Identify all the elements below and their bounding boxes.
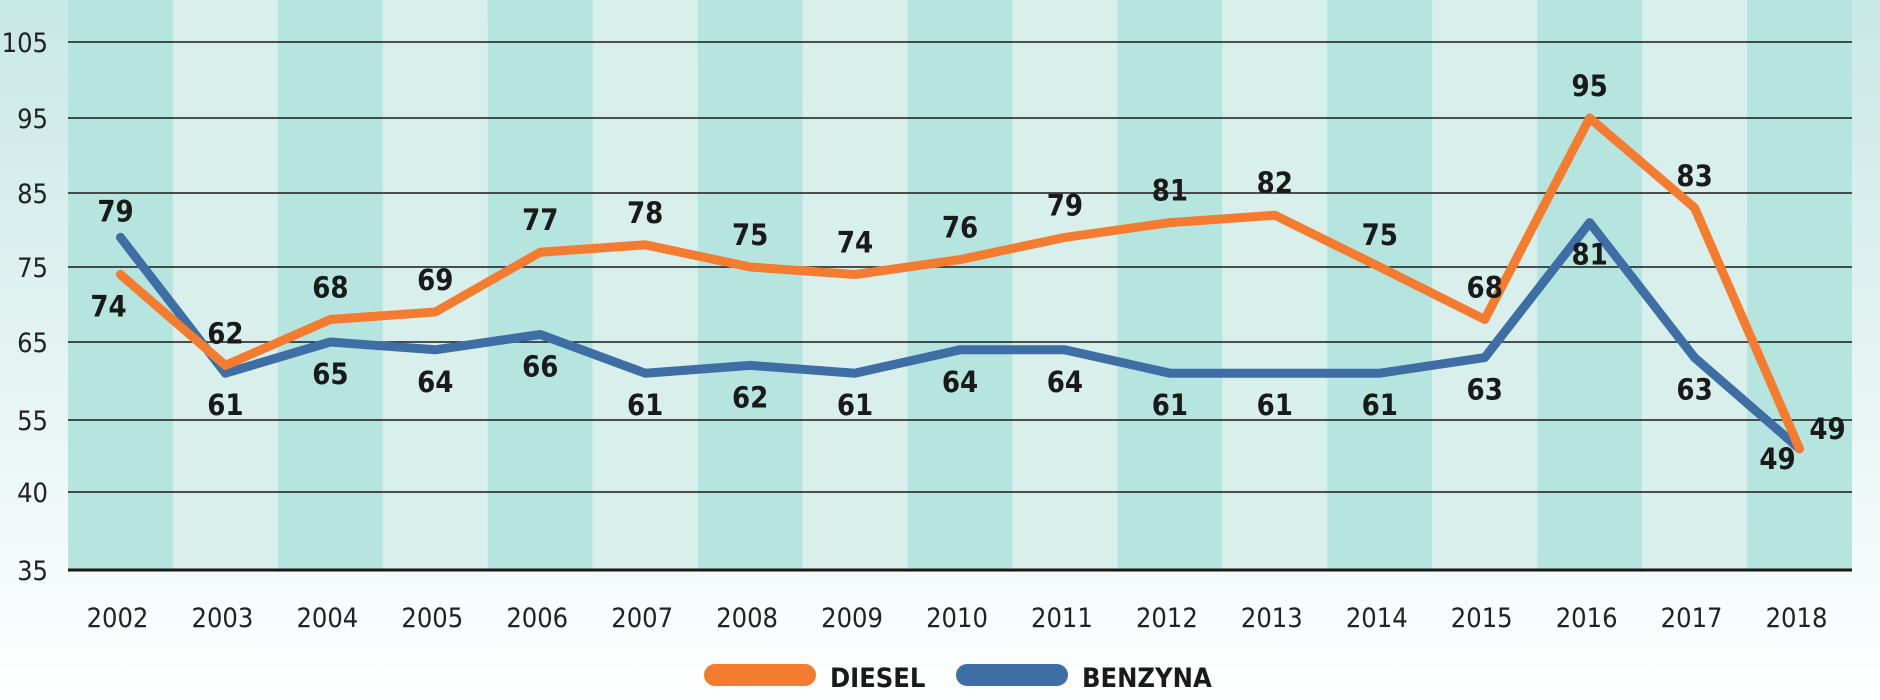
legend-label-diesel: DIESEL bbox=[830, 663, 925, 694]
x-tick-label: 2009 bbox=[821, 603, 883, 634]
data-label-diesel: 62 bbox=[207, 316, 243, 350]
data-label-benzyna: 61 bbox=[1257, 388, 1293, 422]
x-axis-ticks: 2002 2003 2004 2005 2006 2007 2008 2009 2010 2011… bbox=[87, 603, 1828, 634]
y-tick-label: 105 bbox=[2, 28, 48, 59]
x-tick-label: 2007 bbox=[611, 603, 673, 634]
data-label-diesel: 75 bbox=[732, 218, 768, 252]
y-tick-label: 95 bbox=[17, 104, 48, 135]
data-label-benzyna: 61 bbox=[837, 388, 873, 422]
x-tick-label: 2016 bbox=[1556, 603, 1618, 634]
column-band bbox=[1432, 0, 1538, 570]
data-label-benzyna: 62 bbox=[732, 380, 768, 414]
data-label-diesel: 49 bbox=[1759, 442, 1795, 476]
x-tick-label: 2005 bbox=[401, 603, 463, 634]
column-band bbox=[1222, 0, 1328, 570]
data-label-benzyna: 49 bbox=[1809, 412, 1845, 446]
series-line-benzyna bbox=[115, 218, 1805, 454]
y-tick-label: 55 bbox=[17, 406, 48, 437]
data-label-diesel: 83 bbox=[1676, 159, 1712, 193]
x-tick-label: 2013 bbox=[1241, 603, 1303, 634]
data-label-diesel: 68 bbox=[1467, 271, 1503, 305]
data-label-benzyna: 81 bbox=[1571, 238, 1607, 272]
data-labels: 74 79 62 61 68 65 69 64 77 66 78 61 75 62 74 61 76 64 79 64… bbox=[90, 69, 1845, 476]
column-band bbox=[1747, 0, 1852, 570]
data-label-diesel: 75 bbox=[1362, 218, 1398, 252]
data-label-diesel: 69 bbox=[417, 263, 453, 297]
column-band bbox=[907, 0, 1013, 570]
legend-swatch-benzyna bbox=[956, 664, 1068, 686]
x-tick-label: 2012 bbox=[1136, 603, 1198, 634]
x-tick-label: 2015 bbox=[1451, 603, 1513, 634]
column-bands bbox=[68, 0, 1852, 570]
data-label-benzyna: 79 bbox=[97, 194, 133, 228]
data-label-diesel: 68 bbox=[312, 271, 348, 305]
y-tick-label: 35 bbox=[17, 556, 48, 587]
gridlines bbox=[68, 41, 1852, 572]
y-axis-ticks: 105 95 85 75 65 55 40 35 bbox=[2, 28, 48, 587]
x-tick-label: 2017 bbox=[1661, 603, 1723, 634]
column-band bbox=[592, 0, 698, 570]
legend-label-benzyna: BENZYNA bbox=[1082, 663, 1212, 694]
data-label-benzyna: 64 bbox=[1047, 365, 1083, 399]
column-band bbox=[1117, 0, 1223, 570]
column-band bbox=[172, 0, 278, 570]
x-tick-label: 2014 bbox=[1346, 603, 1408, 634]
column-band bbox=[382, 0, 488, 570]
data-label-diesel: 74 bbox=[837, 226, 873, 260]
x-tick-label: 2018 bbox=[1766, 603, 1828, 634]
legend-swatch-diesel bbox=[704, 664, 816, 686]
y-tick-label: 65 bbox=[17, 328, 48, 359]
data-label-diesel: 81 bbox=[1152, 174, 1188, 208]
column-band bbox=[487, 0, 593, 570]
data-label-benzyna: 61 bbox=[627, 388, 663, 422]
x-tick-label: 2003 bbox=[192, 603, 254, 634]
column-band bbox=[802, 0, 908, 570]
data-label-benzyna: 61 bbox=[1362, 388, 1398, 422]
data-label-benzyna: 66 bbox=[522, 350, 558, 384]
x-tick-label: 2002 bbox=[87, 603, 149, 634]
data-label-diesel: 95 bbox=[1571, 69, 1607, 103]
data-label-benzyna: 63 bbox=[1676, 373, 1712, 407]
column-band bbox=[1012, 0, 1118, 570]
series-line-diesel bbox=[115, 113, 1805, 454]
data-label-benzyna: 61 bbox=[1152, 388, 1188, 422]
data-label-diesel: 78 bbox=[627, 196, 663, 230]
data-label-benzyna: 64 bbox=[417, 365, 453, 399]
column-band bbox=[277, 0, 383, 570]
x-tick-label: 2010 bbox=[926, 603, 988, 634]
x-tick-label: 2006 bbox=[506, 603, 568, 634]
data-label-diesel: 77 bbox=[522, 203, 558, 237]
column-band bbox=[1537, 0, 1643, 570]
data-label-benzyna: 64 bbox=[942, 365, 978, 399]
data-label-benzyna: 65 bbox=[312, 357, 348, 391]
data-label-diesel: 79 bbox=[1047, 188, 1083, 222]
series-lines bbox=[115, 113, 1805, 454]
x-tick-label: 2004 bbox=[296, 603, 358, 634]
data-label-diesel: 74 bbox=[90, 290, 126, 324]
data-label-diesel: 76 bbox=[942, 211, 978, 245]
data-label-diesel: 82 bbox=[1257, 166, 1293, 200]
legend: DIESEL BENZYNA bbox=[704, 663, 1212, 694]
y-tick-label: 75 bbox=[17, 253, 48, 284]
column-band bbox=[697, 0, 803, 570]
x-tick-label: 2008 bbox=[716, 603, 778, 634]
x-tick-label: 2011 bbox=[1031, 603, 1093, 634]
y-tick-label: 85 bbox=[17, 179, 48, 210]
y-tick-label: 40 bbox=[17, 478, 48, 509]
data-label-benzyna: 63 bbox=[1467, 373, 1503, 407]
data-label-benzyna: 61 bbox=[207, 388, 243, 422]
